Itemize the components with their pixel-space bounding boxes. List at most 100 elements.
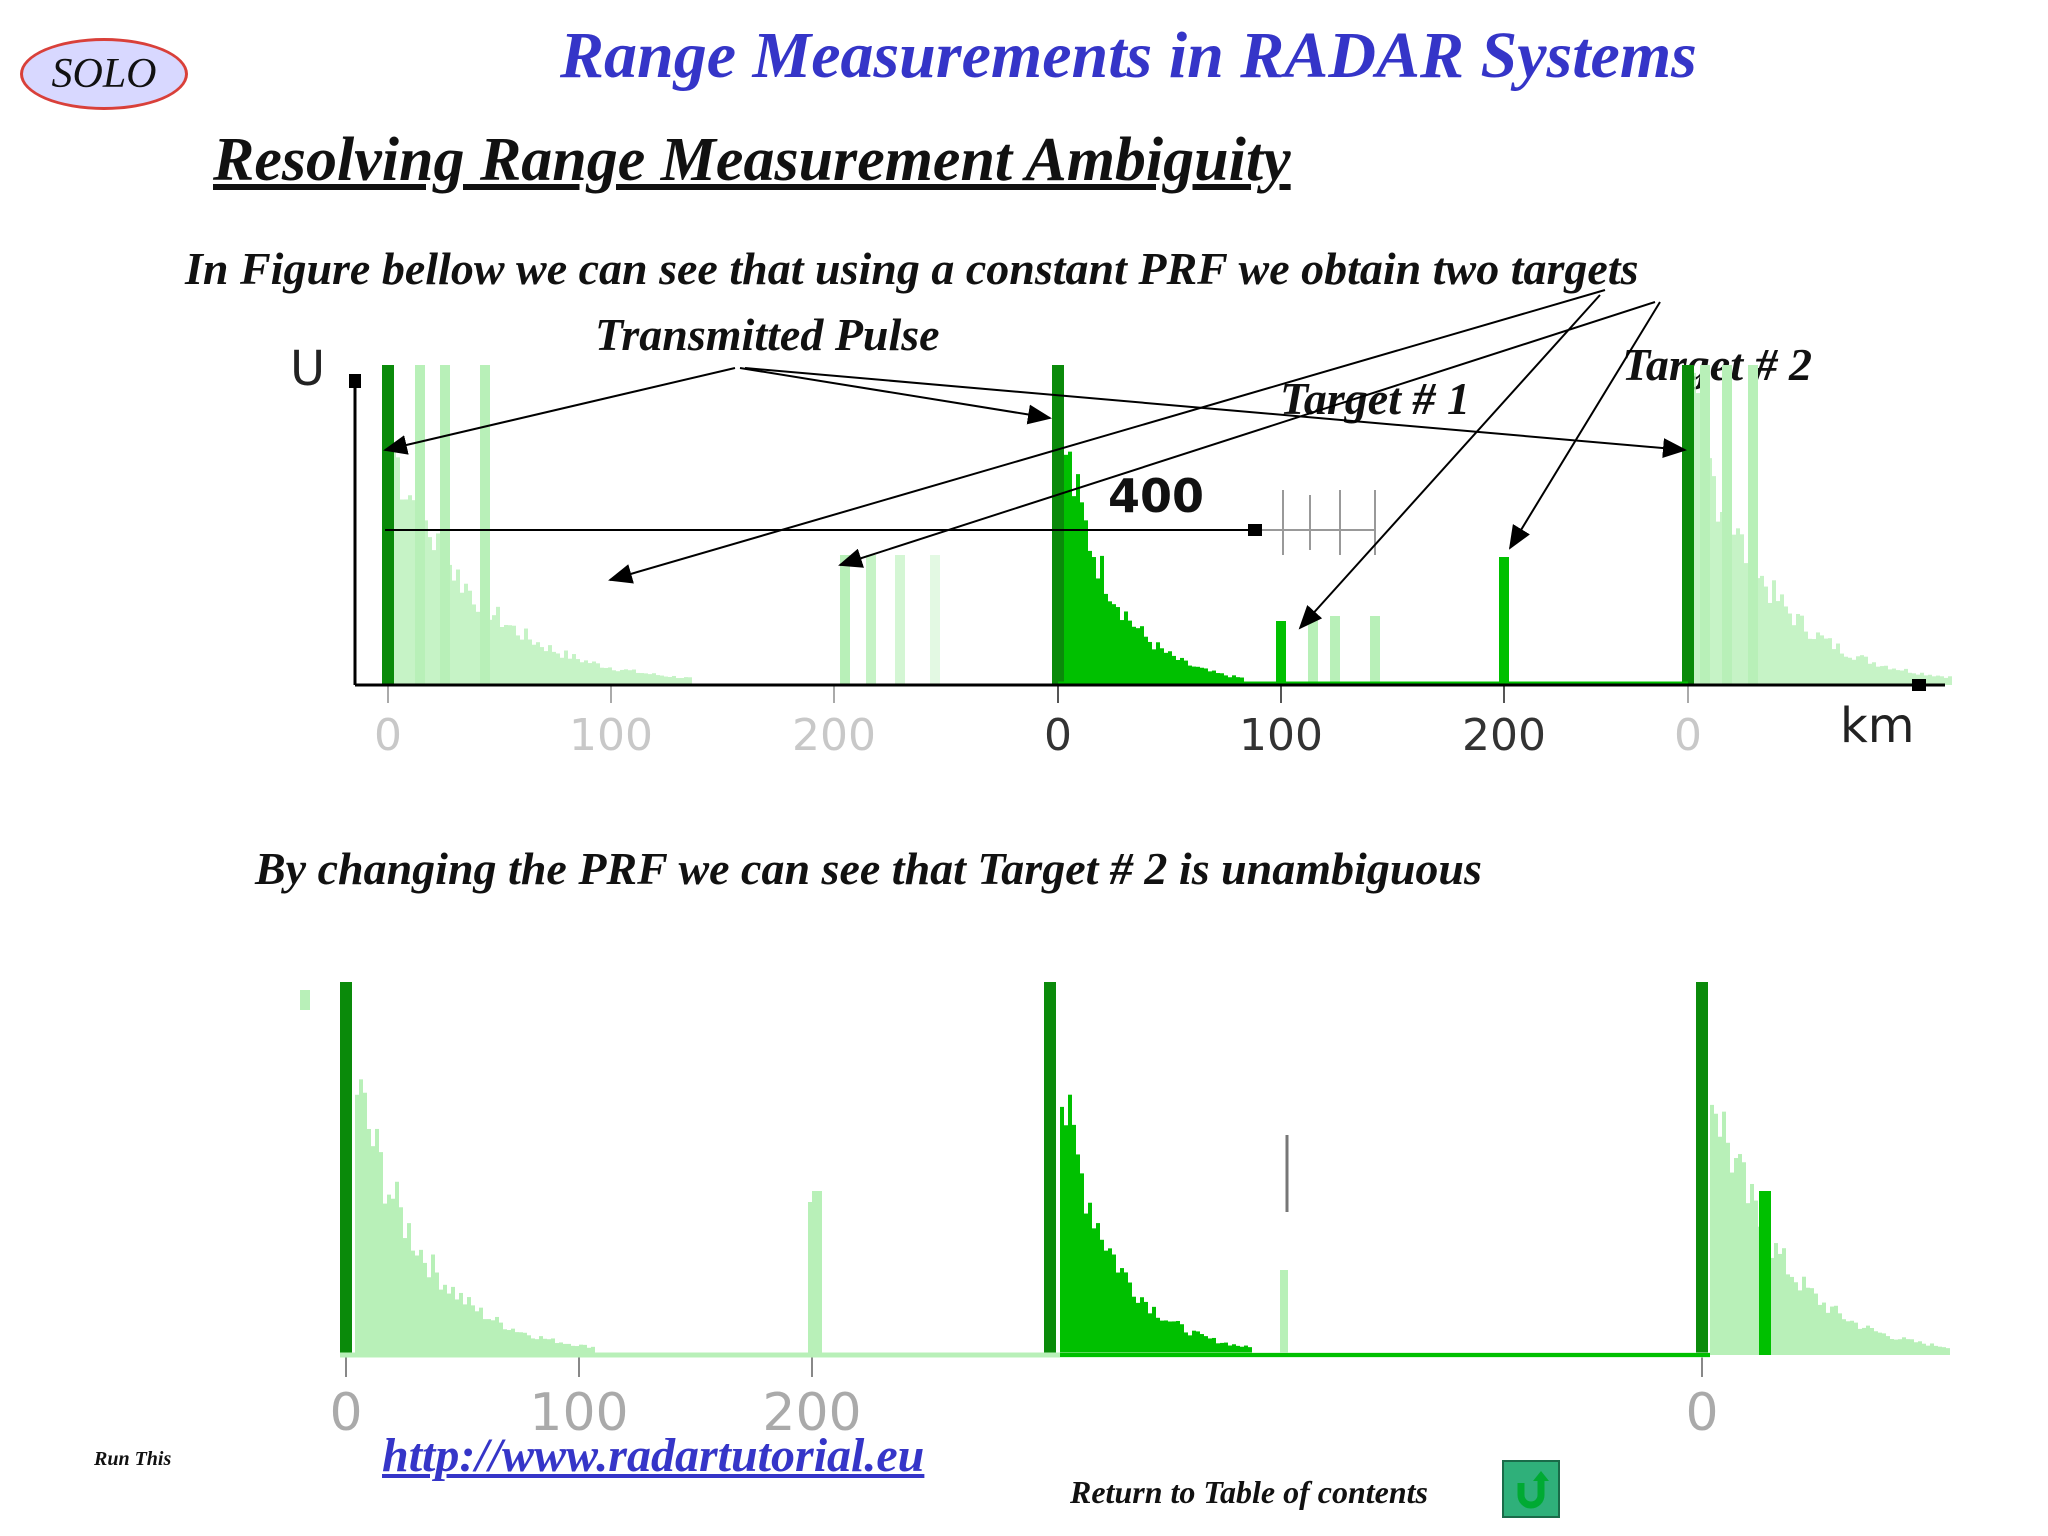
y-axis-label: U bbox=[290, 341, 325, 397]
ghost-clutter bbox=[1834, 1305, 1838, 1355]
ghost-clutter bbox=[519, 1332, 523, 1355]
ghost-clutter bbox=[624, 669, 628, 685]
ghost-clutter bbox=[1878, 1332, 1882, 1355]
ghost-clutter bbox=[583, 1344, 587, 1355]
clutter-bar bbox=[1164, 652, 1168, 685]
ghost-clutter bbox=[1830, 1306, 1834, 1355]
clutter-bar bbox=[1220, 673, 1224, 685]
ghost-clutter bbox=[1824, 638, 1828, 685]
clutter-bar bbox=[1168, 651, 1172, 685]
x-tick-label: 100 bbox=[569, 710, 653, 761]
ghost-target bbox=[1330, 616, 1340, 685]
ghost-clutter bbox=[1790, 1276, 1794, 1355]
ghost-clutter bbox=[1812, 639, 1816, 685]
ghost-clutter bbox=[423, 1262, 427, 1355]
clutter-bar bbox=[1116, 607, 1120, 685]
ghost-clutter bbox=[1736, 528, 1740, 685]
ghost-clutter bbox=[640, 673, 644, 685]
ghost-clutter bbox=[1906, 1339, 1910, 1355]
x-tick-label: 0 bbox=[1674, 710, 1702, 761]
return-button[interactable] bbox=[1502, 1460, 1560, 1518]
ghost-clutter bbox=[1902, 1337, 1906, 1355]
ghost-clutter bbox=[660, 675, 664, 685]
clutter-bar bbox=[1232, 675, 1236, 685]
ghost-clutter bbox=[395, 1181, 399, 1355]
clutter-bar bbox=[1172, 655, 1176, 685]
ghost-pulse bbox=[440, 365, 450, 685]
ghost-clutter bbox=[1696, 393, 1700, 685]
clutter-bar bbox=[1100, 555, 1104, 685]
ghost-clutter bbox=[1726, 1142, 1730, 1355]
solo-logo: SOLO bbox=[20, 38, 188, 110]
ghost-mark bbox=[300, 990, 310, 1010]
clutter-bar bbox=[1136, 1302, 1140, 1355]
clutter-bar bbox=[1176, 1320, 1180, 1355]
ghost-clutter bbox=[1898, 1339, 1902, 1355]
clutter-bar bbox=[1184, 660, 1188, 685]
ghost-clutter bbox=[1712, 476, 1716, 685]
ghost-clutter bbox=[531, 1338, 535, 1355]
ghost-clutter bbox=[1714, 1113, 1718, 1355]
clutter-bar bbox=[1064, 454, 1068, 685]
clutter-bar bbox=[1244, 1345, 1248, 1355]
ghost-clutter bbox=[439, 1289, 443, 1355]
clutter-bar bbox=[1160, 648, 1164, 685]
clutter-bar bbox=[1148, 641, 1152, 685]
ghost-clutter bbox=[543, 1338, 547, 1355]
x-tick-label: 0 bbox=[329, 1383, 362, 1443]
ghost-clutter bbox=[1868, 663, 1872, 685]
run-this-link[interactable]: Run This bbox=[94, 1448, 172, 1470]
ghost-target bbox=[1308, 616, 1318, 685]
ghost-clutter bbox=[359, 1079, 363, 1355]
ghost-clutter bbox=[672, 675, 676, 685]
clutter-bar bbox=[1104, 593, 1108, 685]
ghost-clutter bbox=[391, 1198, 395, 1355]
ghost-clutter bbox=[1872, 662, 1876, 685]
ghost-clutter bbox=[415, 1255, 419, 1355]
ghost-clutter bbox=[1900, 670, 1904, 685]
x-axis-ticks: 0 100 200 0 bbox=[329, 1355, 1719, 1443]
clutter-bar bbox=[1128, 1282, 1132, 1355]
ghost-pulse bbox=[1748, 365, 1758, 685]
ghost-clutter bbox=[680, 677, 684, 685]
range-marker-sweep bbox=[1262, 490, 1376, 555]
ghost-clutter bbox=[1804, 631, 1808, 685]
ghost-target bbox=[895, 555, 905, 685]
clutter-bar bbox=[1156, 642, 1160, 685]
ghost-clutter bbox=[688, 677, 692, 685]
ghost-clutter bbox=[403, 1238, 407, 1355]
ghost-clutter bbox=[1948, 676, 1952, 685]
ghost-clutter bbox=[443, 1284, 447, 1355]
ghost-clutter bbox=[427, 1277, 431, 1355]
ghost-clutter bbox=[535, 1339, 539, 1355]
ghost-pulse bbox=[480, 365, 490, 685]
ghost-pulse bbox=[1700, 365, 1710, 685]
ghost-clutter bbox=[459, 1292, 463, 1355]
ghost-pulse bbox=[1722, 365, 1732, 685]
x-axis-arrow bbox=[1912, 679, 1926, 691]
clutter-bar bbox=[1080, 502, 1084, 685]
ghost-clutter bbox=[664, 676, 668, 685]
ghost-clutter bbox=[632, 669, 636, 685]
ghost-clutter bbox=[496, 606, 500, 685]
ghost-clutter bbox=[579, 1344, 583, 1355]
ghost-clutter bbox=[1850, 1320, 1854, 1355]
ghost-clutter bbox=[575, 1346, 579, 1355]
ghost-clutter bbox=[1882, 1333, 1886, 1355]
radartutorial-link[interactable]: http://www.radartutorial.eu bbox=[382, 1429, 925, 1482]
ghost-clutter bbox=[523, 1332, 527, 1355]
ghost-clutter bbox=[1876, 666, 1880, 685]
ghost-clutter bbox=[1920, 672, 1924, 685]
chart-changing-prf: 0 100 200 0 bbox=[300, 982, 1950, 1443]
ghost-clutter bbox=[1854, 1322, 1858, 1355]
ghost-clutter bbox=[479, 1307, 483, 1355]
ghost-clutter bbox=[596, 663, 600, 685]
ghost-clutter bbox=[1908, 672, 1912, 685]
ghost-clutter bbox=[1792, 625, 1796, 685]
clutter-bar bbox=[1236, 677, 1240, 685]
clutter-bar bbox=[1224, 675, 1228, 685]
ghost-clutter bbox=[1808, 638, 1812, 685]
ghost-clutter bbox=[1840, 653, 1844, 685]
ghost-clutter bbox=[1910, 1339, 1914, 1355]
ghost-clutter bbox=[487, 1319, 491, 1355]
